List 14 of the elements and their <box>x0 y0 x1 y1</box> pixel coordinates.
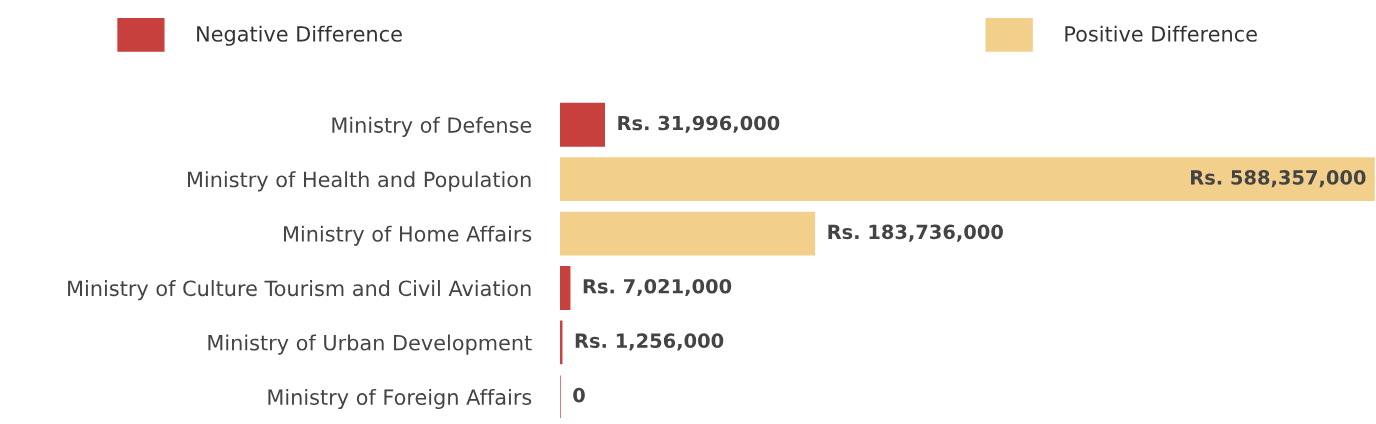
data-label: Rs. 7,021,000 <box>583 278 732 297</box>
y-tick-label: Ministry of Urban Development <box>208 334 532 355</box>
data-label: Rs. 588,357,000 <box>1191 170 1366 188</box>
data-label: 0 <box>573 387 585 403</box>
y-tick-label: Ministry of Health and Population <box>188 171 531 192</box>
data-label: Rs. 1,256,000 <box>575 333 724 351</box>
y-tick-label: Ministry of Culture Tourism and Civil Aviation <box>68 280 531 301</box>
legend-label: Negative Difference <box>197 25 402 46</box>
legend-label: Positive Difference <box>1065 25 1257 42</box>
y-tick-label: Ministry of Defense <box>332 116 532 137</box>
data-label: Rs. 183,736,000 <box>828 224 1003 242</box>
data-label: Rs. 31,996,000 <box>618 115 780 133</box>
y-tick-label: Ministry of Foreign Affairs <box>268 388 532 410</box>
y-tick-label: Ministry of Home Affairs <box>284 225 532 246</box>
